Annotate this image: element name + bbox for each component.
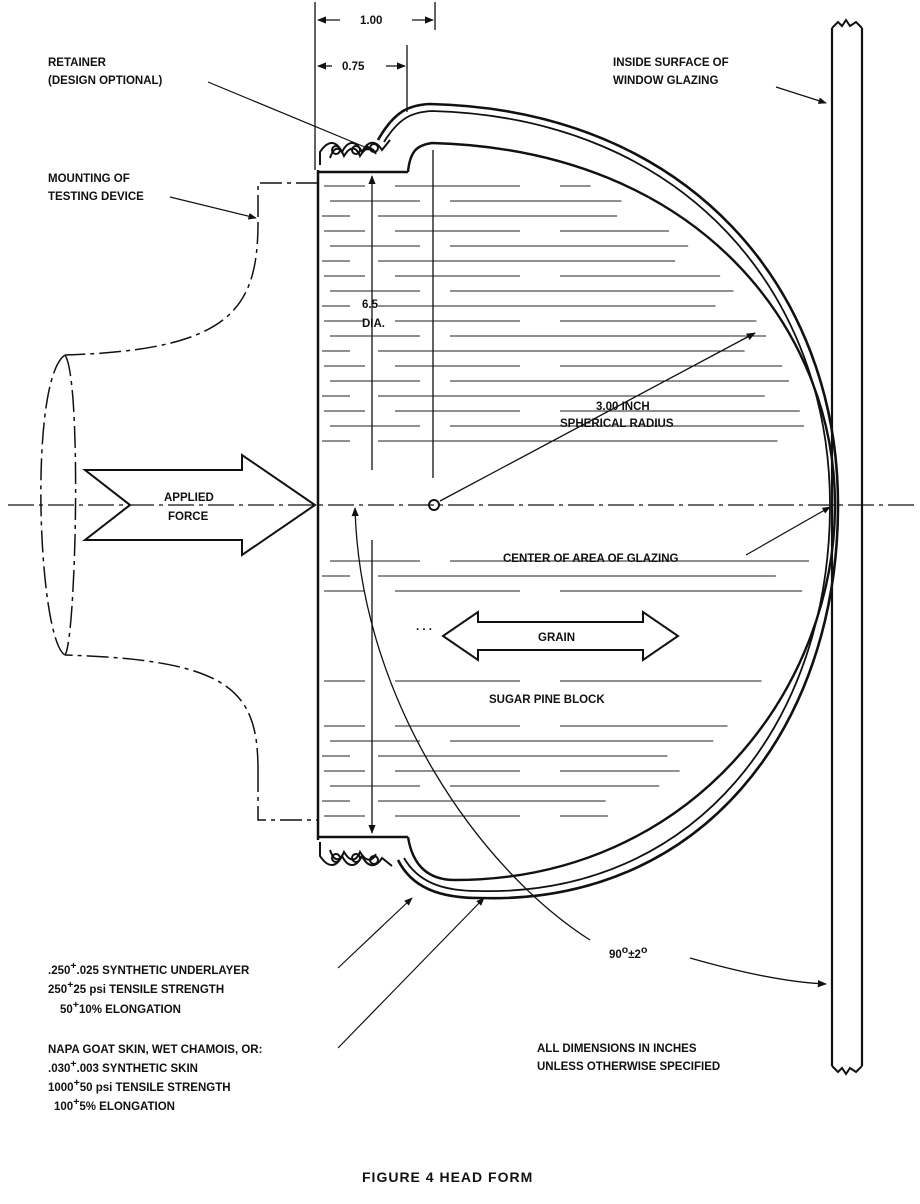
figure-caption: FIGURE 4 HEAD FORM <box>362 1169 533 1185</box>
underlayer-line-1: .250+.025 SYNTHETIC UNDERLAYER <box>48 960 250 977</box>
head-form-body <box>316 102 840 900</box>
label-mounting-2: TESTING DEVICE <box>48 191 144 203</box>
label-applied-force-2: FORCE <box>168 511 209 523</box>
label-sugar-pine-block: SUGAR PINE BLOCK <box>489 694 605 706</box>
label-center-glazing: CENTER OF AREA OF GLAZING <box>503 553 679 565</box>
label-window-glazing-1: INSIDE SURFACE OF <box>613 57 729 69</box>
underlayer-line-3: 50+10% ELONGATION <box>60 999 181 1016</box>
retainer-bottom <box>319 842 393 867</box>
mounting-outline <box>40 182 318 821</box>
label-dimensions-note-1: ALL DIMENSIONS IN INCHES <box>537 1043 697 1055</box>
applied-force-arrow <box>82 453 317 557</box>
dimension-lines <box>314 2 436 834</box>
underlayer-line-2: 250+25 psi TENSILE STRENGTH <box>48 979 224 996</box>
label-window-glazing-2: WINDOW GLAZING <box>613 75 718 87</box>
angle-arc <box>351 507 591 941</box>
sphere-center-point <box>428 499 440 511</box>
dim-diameter-value: 6.5 <box>362 299 379 311</box>
skin-line-3: 1000+50 psi TENSILE STRENGTH <box>48 1077 231 1094</box>
label-retainer: RETAINER <box>48 57 107 69</box>
dim-diameter-unit: DIA. <box>362 318 385 330</box>
skin-line-1: NAPA GOAT SKIN, WET CHAMOIS, OR: <box>48 1044 262 1056</box>
wood-grain-hatching <box>322 185 810 817</box>
skin-line-4: 100+5% ELONGATION <box>54 1096 175 1113</box>
label-mounting-1: MOUNTING OF <box>48 173 130 185</box>
label-dimensions-note-2: UNLESS OTHERWISE SPECIFIED <box>537 1061 720 1073</box>
label-angle: 90o±2o <box>609 944 647 961</box>
label-grain: GRAIN <box>538 632 575 644</box>
label-retainer-note: (DESIGN OPTIONAL) <box>48 75 163 87</box>
label-radius-1: 3.00 INCH <box>596 401 650 413</box>
label-applied-force-1: APPLIED <box>164 492 214 504</box>
skin-line-2: .030+.003 SYNTHETIC SKIN <box>48 1058 198 1075</box>
label-grain-dots: . . . <box>416 621 432 633</box>
label-radius-2: SPHERICAL RADIUS <box>560 418 674 430</box>
dim-outer-width: 1.00 <box>360 15 382 27</box>
grain-arrow <box>441 610 680 662</box>
radius-leader <box>439 332 756 502</box>
angle-arc-end <box>689 957 827 988</box>
leader-lines <box>169 81 831 1049</box>
dim-inner-width: 0.75 <box>342 61 365 73</box>
retainer-top <box>319 139 391 165</box>
